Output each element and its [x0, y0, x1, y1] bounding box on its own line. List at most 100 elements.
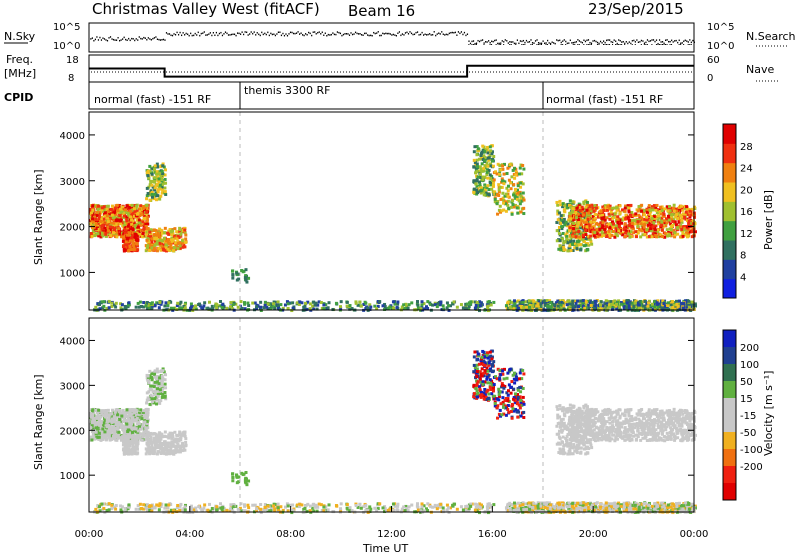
power-cell [568, 244, 571, 247]
power-cell [585, 209, 588, 212]
power-cell [590, 243, 593, 246]
power-cell [522, 192, 525, 195]
power-colorbar-swatch [723, 201, 736, 221]
power-cell [610, 303, 613, 306]
noise-sky-point [428, 34, 429, 36]
noise-sky-point [512, 41, 513, 43]
power-cell [136, 248, 139, 251]
noise-sky-point [382, 33, 383, 35]
power-cell [687, 300, 690, 303]
power-cell [103, 205, 106, 208]
power-cell [623, 223, 626, 226]
power-cell [486, 177, 489, 180]
power-cell [97, 205, 100, 208]
power-cell [164, 182, 167, 185]
power-cell [522, 207, 525, 210]
power-cell [129, 245, 132, 248]
power-cell [613, 212, 616, 215]
power-cell [680, 228, 683, 231]
power-cell [553, 308, 556, 311]
power-cell [124, 306, 127, 309]
power-cell [576, 240, 579, 243]
power-cell [231, 269, 234, 272]
power-cell [309, 302, 312, 305]
power-cell [617, 229, 620, 232]
power-cell [135, 205, 138, 208]
power-cell [148, 199, 151, 202]
noise-sky-point [517, 39, 518, 41]
noise-search-point [511, 44, 512, 45]
noise-search-point [667, 44, 668, 45]
power-cell [99, 220, 102, 223]
noise-sky-point [334, 34, 335, 36]
noise-sky-point [417, 31, 418, 33]
power-cell [303, 305, 306, 308]
power-cell [100, 300, 103, 303]
noise-sky-point [367, 34, 368, 36]
cpid-segment-3: normal (fast) -151 RF [546, 93, 663, 106]
velocity-cell [139, 408, 142, 411]
noise-sky-point [585, 41, 586, 43]
power-cell [605, 225, 608, 228]
noise-sky-point [317, 32, 318, 34]
power-cell [511, 213, 514, 216]
power-cell [574, 211, 577, 214]
power-cell [648, 204, 651, 207]
noise-search-point [657, 44, 658, 45]
noise-search-point [530, 44, 531, 45]
power-cell [517, 307, 520, 310]
noise-search-point [577, 44, 578, 45]
noise-sky-point [331, 34, 332, 36]
power-cell [610, 234, 613, 237]
noise-search-point [588, 44, 589, 45]
power-cell [555, 221, 558, 224]
noise-sky-point [287, 35, 288, 37]
power-cell [499, 186, 502, 189]
power-cell [501, 192, 504, 195]
power-cell [563, 249, 566, 252]
noise-sky-point [335, 34, 336, 36]
power-cell [116, 209, 119, 212]
power-cell [235, 272, 238, 275]
power-cell [157, 232, 160, 235]
noise-sky-point [603, 40, 604, 42]
power-cell [581, 220, 584, 223]
power-cell [652, 225, 655, 228]
power-cell [657, 228, 660, 231]
power-cell [134, 233, 137, 236]
power-cell [151, 237, 154, 240]
noise-sky-point [136, 38, 137, 40]
power-cell [148, 249, 151, 252]
power-cell [159, 184, 162, 187]
power-cell [486, 184, 489, 187]
power-cell [155, 198, 158, 201]
power-cell [179, 301, 182, 304]
power-cell [579, 299, 582, 302]
power-cell [619, 212, 622, 215]
power-cell [474, 307, 477, 310]
power-cell [165, 301, 168, 304]
noise-sky-point [142, 38, 143, 40]
noise-search-point [509, 44, 510, 45]
noise-sky-point [211, 35, 212, 37]
power-cell [170, 230, 173, 233]
noise-search-point [603, 44, 604, 45]
noise-sky-point [290, 32, 291, 34]
power-cell [146, 187, 149, 190]
power-cell [513, 167, 516, 170]
noise-sky-point [193, 35, 194, 37]
power-cell [477, 175, 480, 178]
power-cell [577, 230, 580, 233]
power-colorbar-swatch [723, 259, 736, 279]
cpid-segment-2: themis 3300 RF [244, 84, 331, 97]
power-cell [90, 212, 93, 215]
velocity-cell [121, 410, 124, 413]
noise-sky-point [452, 32, 453, 34]
power-cell [142, 232, 145, 235]
power-cell [89, 222, 92, 225]
noise-sky-point [538, 42, 539, 44]
noise-sky-point [461, 31, 462, 33]
power-cell [229, 301, 232, 304]
noise-sky-point [465, 35, 466, 37]
noise-sky-point [192, 35, 193, 37]
